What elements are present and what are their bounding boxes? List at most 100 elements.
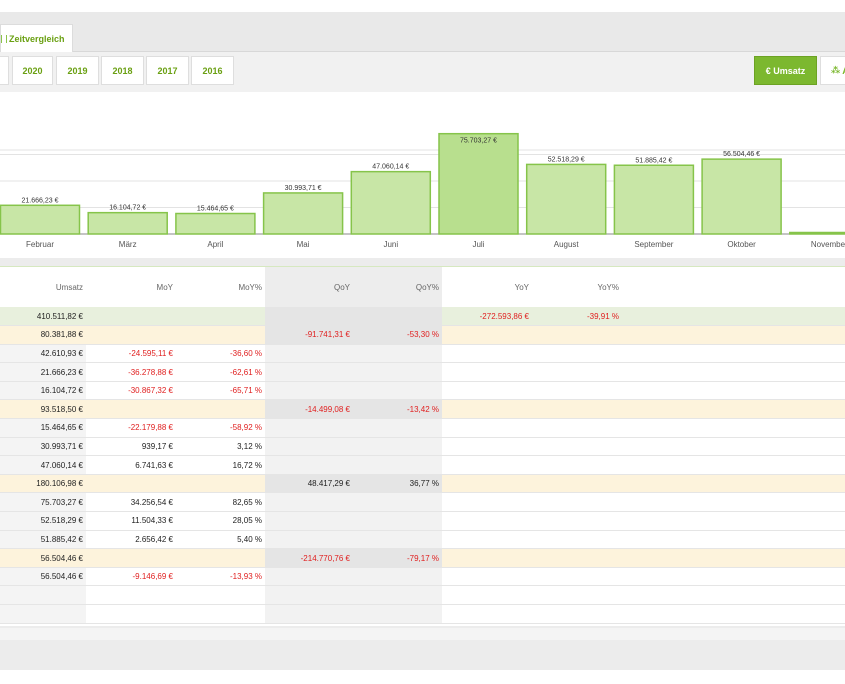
bar-value-label: 21.666,23 €: [22, 197, 59, 204]
table-cell: -24.595,11 €: [86, 344, 176, 364]
year-button-2019[interactable]: 2019: [56, 56, 99, 85]
comparison-table: Umsatz MoY MoY% QoY QoY% YoY YoY% 410.511,82 €…: [0, 267, 845, 624]
table-cell: 75.703,27 €: [0, 492, 86, 513]
bar-mai[interactable]: [262, 192, 344, 235]
bar-oktober[interactable]: [701, 158, 782, 235]
table-cell: 56.504,46 €: [0, 548, 86, 568]
bar-juni[interactable]: [350, 170, 432, 235]
bar-februar[interactable]: [0, 204, 81, 235]
table-cell: [532, 344, 622, 364]
table-cell: -65,71 %: [176, 381, 265, 401]
table-cell-filler: [622, 604, 845, 624]
table-cell-filler: [622, 307, 845, 327]
table-cell-filler: [622, 492, 845, 513]
column-header[interactable]: Umsatz: [0, 267, 86, 307]
table-cell: [532, 399, 622, 420]
table-cell: [532, 325, 622, 345]
umsatz-button[interactable]: € Umsatz: [754, 56, 817, 85]
table-cell: [353, 455, 442, 475]
bar-august[interactable]: [525, 163, 607, 235]
year-button-2017[interactable]: 2017: [146, 56, 189, 85]
bar-maerz[interactable]: [87, 211, 168, 235]
table-cell: 52.518,29 €: [0, 511, 86, 531]
chart-panel: 21.666,23 € 16.104,72 € 15.464,65 € 30.993,…: [0, 92, 845, 258]
table-cell: [265, 381, 353, 401]
table-cell: -22.179,88 €: [86, 418, 176, 438]
table-cell: 93.518,50 €: [0, 399, 86, 420]
column-header[interactable]: MoY%: [176, 267, 265, 307]
table-cell-filler: [622, 530, 845, 550]
table-cell: 36,77 %: [353, 474, 442, 494]
table-cell: [86, 585, 176, 605]
table-cell: 2.656,42 €: [86, 530, 176, 550]
table-cell: 16.104,72 €: [0, 381, 86, 401]
table-cell: 180.106,98 €: [0, 474, 86, 494]
table-cell: [532, 455, 622, 475]
table-cell: [86, 307, 176, 327]
table-cell: 939,17 €: [86, 437, 176, 457]
table-cell: [86, 399, 176, 420]
table-cell: -13,93 %: [176, 567, 265, 587]
footer-strip: [0, 628, 845, 640]
table-cell-filler: [622, 548, 845, 568]
table-cell-filler: [622, 567, 845, 587]
table-cell: [86, 474, 176, 494]
tab-zeitvergleich[interactable]: Zeitvergleich: [0, 24, 73, 53]
table-row: 16.104,72 € -30.867,32 € -65,71 %: [0, 381, 845, 401]
tab-label: Zeitvergleich: [9, 34, 65, 44]
column-header-filler: [622, 267, 845, 307]
monthly-bar-chart: 21.666,23 € 16.104,72 € 15.464,65 € 30.993,…: [0, 132, 845, 249]
table-cell: -53,30 %: [353, 325, 442, 345]
table-cell: [353, 511, 442, 531]
table-cell: [176, 548, 265, 568]
table-cell: [265, 492, 353, 513]
year-button-2020[interactable]: 2020: [12, 56, 53, 85]
bar-value-label: 52.518,29 €: [548, 156, 585, 163]
table-cell: 11.504,33 €: [86, 511, 176, 531]
bar-value-label: 47.060,14 €: [372, 164, 409, 171]
column-header[interactable]: YoY: [442, 267, 532, 307]
bar-april[interactable]: [175, 212, 256, 235]
bar-value-label: 16.104,72 €: [109, 205, 146, 212]
table-row-quarter: 56.504,46 € -214.770,76 € -79,17 %: [0, 548, 845, 568]
bar-november[interactable]: [789, 231, 845, 235]
table-row-quarter: 180.106,98 € 48.417,29 €36,77 %: [0, 474, 845, 494]
year-button-2016[interactable]: 2016: [191, 56, 234, 85]
table-row: [0, 585, 845, 605]
table-cell: [442, 437, 532, 457]
table-cell: [532, 604, 622, 624]
table-cell: [176, 307, 265, 327]
bar-september[interactable]: [613, 164, 695, 235]
table-cell: [265, 455, 353, 475]
category-label: Oktober: [727, 240, 756, 249]
table-cell: [442, 399, 532, 420]
table-cell: [442, 530, 532, 550]
year-button-partial[interactable]: [0, 56, 9, 85]
table-cell: [86, 548, 176, 568]
table-cell: [353, 530, 442, 550]
table-cell: 16,72 %: [176, 455, 265, 475]
bar-juli[interactable]: [438, 132, 519, 235]
table-cell: [442, 567, 532, 587]
column-header[interactable]: YoY%: [532, 267, 622, 307]
coins-icon: ⁂: [831, 65, 841, 75]
table-cell: [532, 567, 622, 587]
tab-bar: Zeitvergleich: [0, 12, 845, 53]
table-cell: [442, 474, 532, 494]
category-label: Februar: [26, 240, 54, 249]
column-header[interactable]: QoY%: [353, 267, 442, 307]
secondary-metric-button[interactable]: ⁂ A: [820, 56, 845, 85]
year-button-2018[interactable]: 2018: [101, 56, 144, 85]
column-header[interactable]: MoY: [86, 267, 176, 307]
table-cell: 56.504,46 €: [0, 567, 86, 587]
table-cell: 5,40 %: [176, 530, 265, 550]
table-cell: [442, 325, 532, 345]
table-row: 30.993,71 €939,17 €3,12 %: [0, 437, 845, 457]
table-cell: [0, 585, 86, 605]
column-header[interactable]: QoY: [265, 267, 353, 307]
table-cell: [265, 604, 353, 624]
table-cell: [353, 362, 442, 382]
category-label: Juni: [383, 240, 398, 249]
table-row-quarter: 93.518,50 € -14.499,08 € -13,42 %: [0, 399, 845, 420]
table-cell: [532, 585, 622, 605]
